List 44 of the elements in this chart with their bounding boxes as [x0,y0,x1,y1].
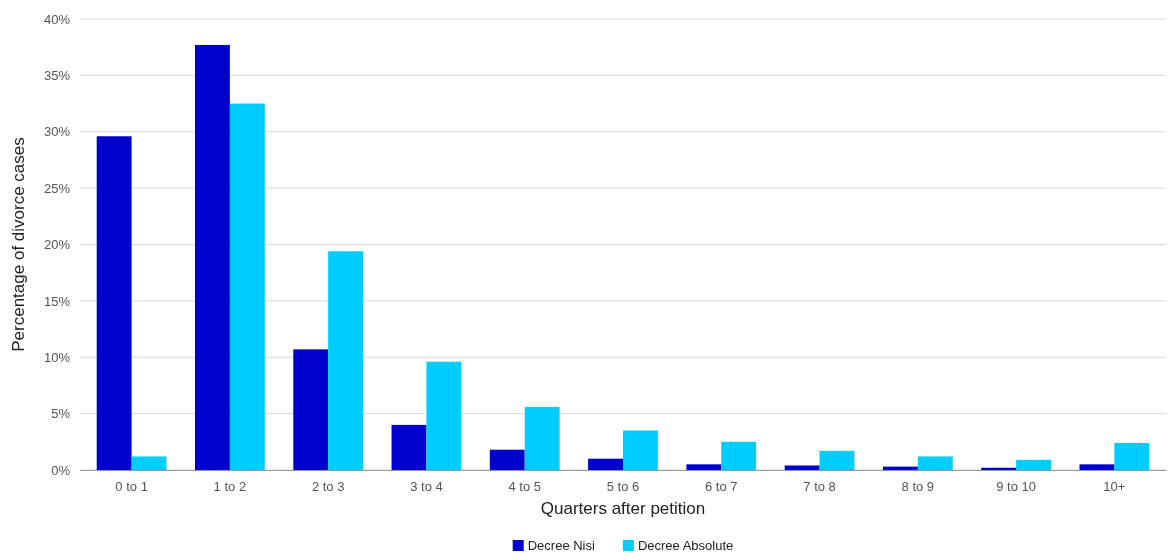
bar [426,361,462,470]
x-tick-label: 2 to 3 [311,479,345,495]
x-tick-label: 9 to 10 [996,479,1037,495]
x-tick-label: 5 to 6 [606,479,640,495]
x-tick-label: 8 to 9 [901,479,935,495]
x-axis-title: Quarters after petition [540,499,706,518]
bar [721,441,757,470]
bar [524,406,560,470]
x-tick-label: 0 to 1 [115,479,148,495]
legend-label: Decree Absolute [637,538,734,553]
bar [1114,442,1150,470]
bar [489,449,525,470]
y-tick-label: 20% [43,237,71,253]
x-tick-label: 10+ [1103,479,1126,495]
bar [623,430,658,470]
y-tick-label: 15% [43,293,71,309]
bar [131,456,167,470]
bar [194,44,230,470]
bar [391,424,427,470]
bar [686,464,722,470]
x-tick-label: 6 to 7 [705,479,738,495]
x-tick-label: 4 to 5 [508,479,541,495]
bar [917,456,953,470]
bar [229,103,265,470]
bar [96,136,132,470]
y-tick-label: 40% [43,11,71,27]
bar [784,465,820,470]
x-tick-label: 7 to 8 [803,479,836,495]
bar [1016,459,1052,470]
y-tick-label: 35% [43,68,71,84]
x-tick-label: 1 to 2 [213,479,247,495]
bar [293,349,329,470]
y-tick-label: 30% [43,124,71,140]
bar [328,251,364,470]
bar [1079,464,1115,470]
x-tick-label: 3 to 4 [410,479,443,495]
y-tick-label: 25% [43,180,71,196]
legend-label: Decree Nisi [527,538,595,553]
bar [819,450,855,470]
y-axis-title: Percentage of divorce cases [9,137,28,352]
y-tick-label: 5% [51,406,71,422]
y-tick-label: 10% [43,349,71,365]
y-tick-label: 0% [51,462,71,478]
bar [588,458,623,470]
